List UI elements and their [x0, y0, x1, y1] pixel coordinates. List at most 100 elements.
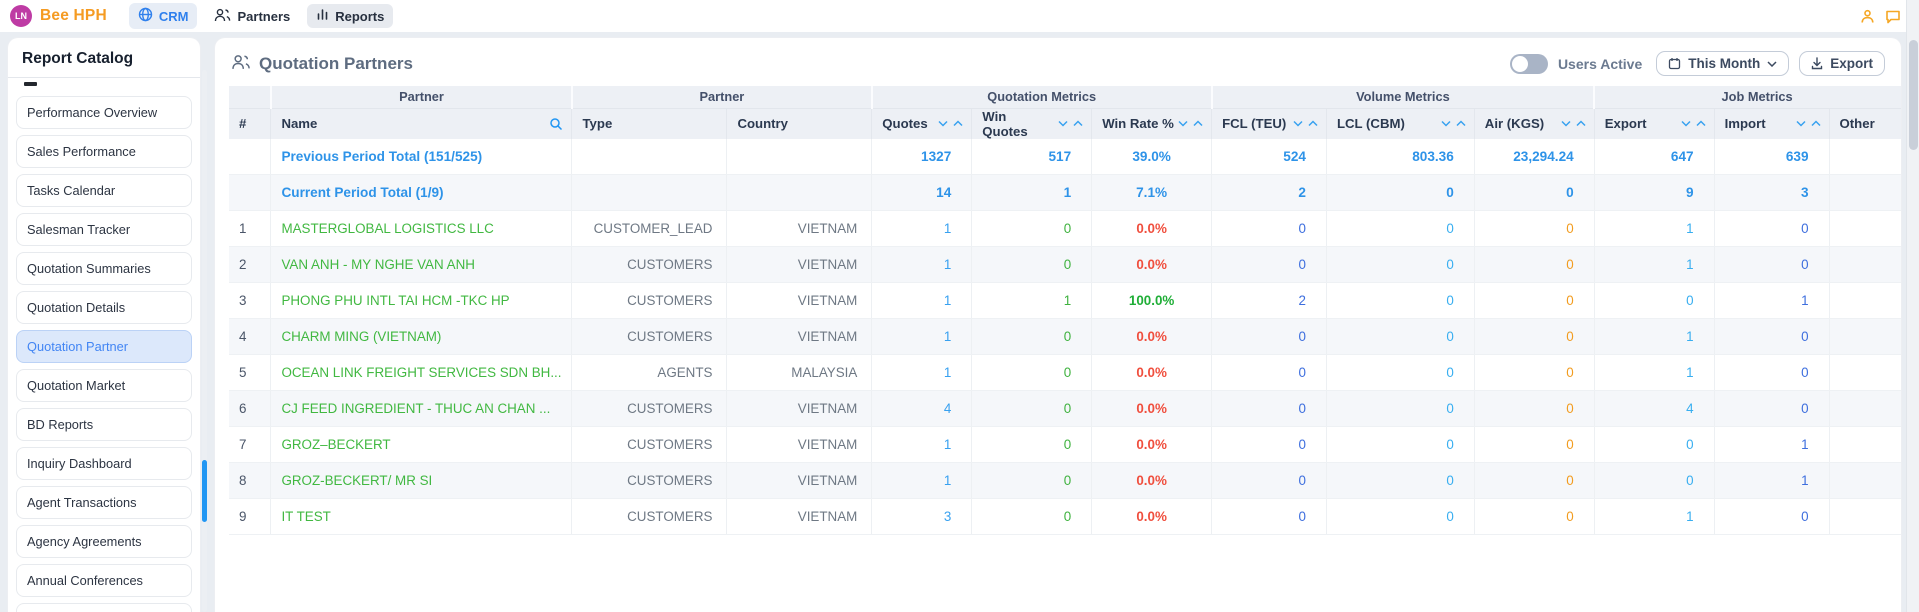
metric-cell: 0: [1713, 318, 1830, 355]
sidebar-item-salesman-tracker[interactable]: Salesman Tracker: [16, 213, 192, 246]
row-index-cell: 3: [229, 282, 271, 319]
metric-cell: 0: [1211, 318, 1327, 355]
partner-name-link[interactable]: GROZ–BECKERT: [281, 437, 391, 452]
partner-name-link[interactable]: MASTERGLOBAL LOGISTICS LLC: [281, 221, 494, 236]
col-header-win-rate-[interactable]: Win Rate %: [1091, 108, 1212, 139]
people-icon: [231, 54, 251, 73]
metric-cell: 0: [1325, 282, 1475, 319]
col-header-fcl-teu-[interactable]: FCL (TEU): [1211, 108, 1327, 139]
sidebar-item-performance-overview[interactable]: Performance Overview: [16, 96, 192, 129]
sidebar-item-n-membership-fees[interactable]: N. Membership Fees: [16, 603, 192, 612]
metric-cell: [1828, 282, 1901, 319]
sidebar-item-tasks-calendar[interactable]: Tasks Calendar: [16, 174, 192, 207]
sort-icons[interactable]: [1681, 120, 1706, 127]
partner-name-link[interactable]: VAN ANH - MY NGHE VAN ANH: [281, 257, 475, 272]
metric-cell: 1: [1593, 246, 1715, 283]
metric-cell: 0: [1211, 246, 1327, 283]
export-button[interactable]: Export: [1799, 51, 1885, 76]
nav-item-partners[interactable]: Partners: [205, 4, 299, 29]
sort-icons[interactable]: [1058, 120, 1083, 127]
total-row: Current Period Total (1/9) 14 1 7.1% 2 0 0 9 3: [229, 174, 1901, 211]
table-row: 2 VAN ANH - MY NGHE VAN ANH CUSTOMERS VI…: [229, 246, 1901, 283]
col-header-lcl-cbm-[interactable]: LCL (CBM): [1325, 108, 1475, 139]
col-header-quotes[interactable]: Quotes: [871, 108, 972, 139]
metric-cell: 1: [1713, 282, 1830, 319]
metric-cell: 803.36: [1325, 138, 1475, 175]
country-cell: VIETNAM: [726, 210, 872, 247]
metric-cell: 0: [1473, 210, 1595, 247]
metric-cell: 647: [1593, 138, 1715, 175]
partner-name-link[interactable]: OCEAN LINK FREIGHT SERVICES SDN BH...: [281, 365, 562, 380]
sidebar-item-sales-performance[interactable]: Sales Performance: [16, 135, 192, 168]
metric-cell: 0: [1473, 282, 1595, 319]
col-header-import[interactable]: Import: [1713, 108, 1830, 139]
group-header: Job Metrics: [1593, 86, 1901, 109]
sort-icons[interactable]: [1441, 120, 1466, 127]
sort-icons[interactable]: [1796, 120, 1821, 127]
total-label[interactable]: Current Period Total (1/9): [270, 174, 572, 211]
col-header-air-kgs-[interactable]: Air (KGS): [1473, 108, 1595, 139]
col-header-name: Name: [270, 108, 572, 139]
nav-item-crm[interactable]: CRM: [128, 3, 198, 29]
metric-cell: 0: [1211, 354, 1327, 391]
partner-name-cell: PHONG PHU INTL TAI HCM -TKC HP: [270, 282, 572, 319]
sidebar-item-annual-conferences[interactable]: Annual Conferences: [16, 564, 192, 597]
row-index-cell: [229, 138, 271, 175]
chat-icon[interactable]: [1885, 9, 1901, 24]
nav-item-reports[interactable]: Reports: [307, 4, 394, 28]
sidebar-item-inquiry-dashboard[interactable]: Inquiry Dashboard: [16, 447, 192, 480]
column-header-row: # Name Type Country Quotes Win Quotes Win Rate…: [229, 108, 1901, 139]
col-header-export[interactable]: Export: [1593, 108, 1715, 139]
metric-cell: 0.0%: [1091, 498, 1212, 535]
partner-name-link[interactable]: GROZ-BECKERT/ MR SI: [281, 473, 433, 488]
partner-name-cell: GROZ–BECKERT: [270, 426, 572, 463]
search-icon[interactable]: [549, 117, 563, 131]
partner-name-link[interactable]: PHONG PHU INTL TAI HCM -TKC HP: [281, 293, 510, 308]
metric-cell: 0: [1473, 462, 1595, 499]
metric-cell: 0: [1473, 354, 1595, 391]
metric-cell: 0: [1593, 462, 1715, 499]
partner-name-link[interactable]: CHARM MING (VIETNAM): [281, 329, 442, 344]
partner-name-link[interactable]: IT TEST: [281, 509, 331, 524]
row-index-cell: 7: [229, 426, 271, 463]
row-index-cell: 6: [229, 390, 271, 427]
sort-icons[interactable]: [1293, 120, 1318, 127]
metric-cell: 0.0%: [1091, 390, 1212, 427]
type-cell: CUSTOMERS: [571, 462, 727, 499]
sidebar-item-quotation-market[interactable]: Quotation Market: [16, 369, 192, 402]
metric-cell: 1: [871, 318, 972, 355]
metric-cell: 0: [1713, 390, 1830, 427]
sidebar-title: Report Catalog: [8, 38, 200, 78]
col-header-type: Type: [571, 108, 727, 139]
country-cell: VIETNAM: [726, 246, 872, 283]
period-dropdown[interactable]: This Month: [1656, 51, 1790, 76]
metric-cell: 0: [1325, 498, 1475, 535]
sidebar-item-agent-transactions[interactable]: Agent Transactions: [16, 486, 192, 519]
sidebar-scrollbar-thumb[interactable]: [202, 460, 207, 522]
type-cell: CUSTOMERS: [571, 318, 727, 355]
sidebar-scrollbar[interactable]: [202, 70, 207, 612]
avatar[interactable]: LN: [10, 5, 32, 27]
sort-icons[interactable]: [1561, 120, 1586, 127]
users-active-toggle[interactable]: [1509, 53, 1548, 74]
table-row: 7 GROZ–BECKERT CUSTOMERS VIETNAM 1 0 0.0% 0 0…: [229, 426, 1901, 463]
country-cell: VIETNAM: [726, 390, 872, 427]
sidebar-item-quotation-details[interactable]: Quotation Details: [16, 291, 192, 324]
row-index-cell: [229, 174, 271, 211]
sort-icons[interactable]: [1178, 120, 1203, 127]
col-header-win-quotes[interactable]: Win Quotes: [971, 108, 1092, 139]
user-icon[interactable]: [1860, 9, 1875, 24]
page-scrollbar-thumb[interactable]: [1909, 40, 1918, 150]
partner-name-link[interactable]: CJ FEED INGREDIENT - THUC AN CHAN ...: [281, 401, 551, 416]
col-header-country: Country: [726, 108, 872, 139]
page-scrollbar[interactable]: [1906, 0, 1919, 612]
sidebar-item-agency-agreements[interactable]: Agency Agreements: [16, 525, 192, 558]
sidebar-item-quotation-partner[interactable]: Quotation Partner: [16, 330, 192, 363]
sidebar-item-quotation-summaries[interactable]: Quotation Summaries: [16, 252, 192, 285]
col-header-other: Other: [1828, 108, 1901, 139]
sort-icons[interactable]: [938, 120, 963, 127]
sidebar-item-bd-reports[interactable]: BD Reports: [16, 408, 192, 441]
total-label[interactable]: Previous Period Total (151/525): [270, 138, 572, 175]
row-index-cell: 2: [229, 246, 271, 283]
metric-cell: 0: [1325, 174, 1475, 211]
